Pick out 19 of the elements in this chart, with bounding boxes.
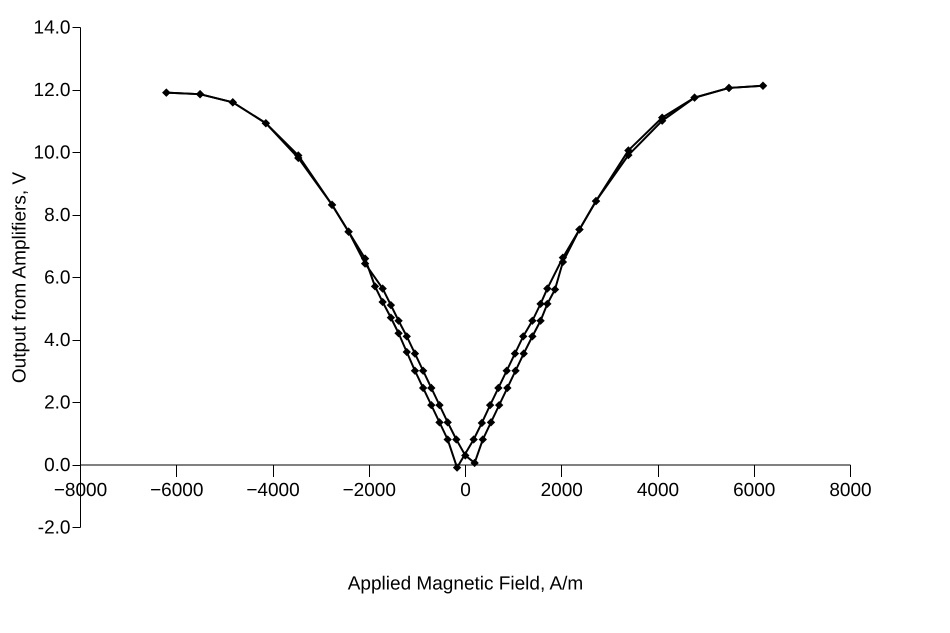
y-tick-label: 4.0 — [44, 330, 70, 351]
y-tick-label: 2.0 — [44, 392, 70, 414]
x-tick-label: 0 — [460, 480, 471, 501]
y-tick-label: 0.0 — [44, 455, 70, 476]
x-tick-label: −4000 — [246, 480, 300, 501]
x-tick-label: −2000 — [342, 480, 396, 501]
y-tick-label: 6.0 — [44, 268, 70, 288]
y-axis-title: Output from Amplifiers, V — [10, 172, 31, 384]
x-tick-label: −6000 — [150, 480, 204, 501]
y-tick-label: -2.0 — [38, 518, 70, 538]
x-axis-title: Applied Magnetic Field, A/m — [348, 574, 584, 594]
y-tick-label: 8.0 — [44, 205, 70, 226]
x-tick-label: 4000 — [636, 480, 680, 501]
x-tick-label: 2000 — [540, 480, 583, 501]
x-tick-label: 6000 — [733, 480, 776, 501]
y-tick-label: 10.0 — [34, 142, 70, 164]
y-tick-label: 12.0 — [34, 80, 70, 101]
y-tick-label: 14.0 — [34, 18, 70, 38]
x-tick-label: 8000 — [829, 480, 872, 501]
